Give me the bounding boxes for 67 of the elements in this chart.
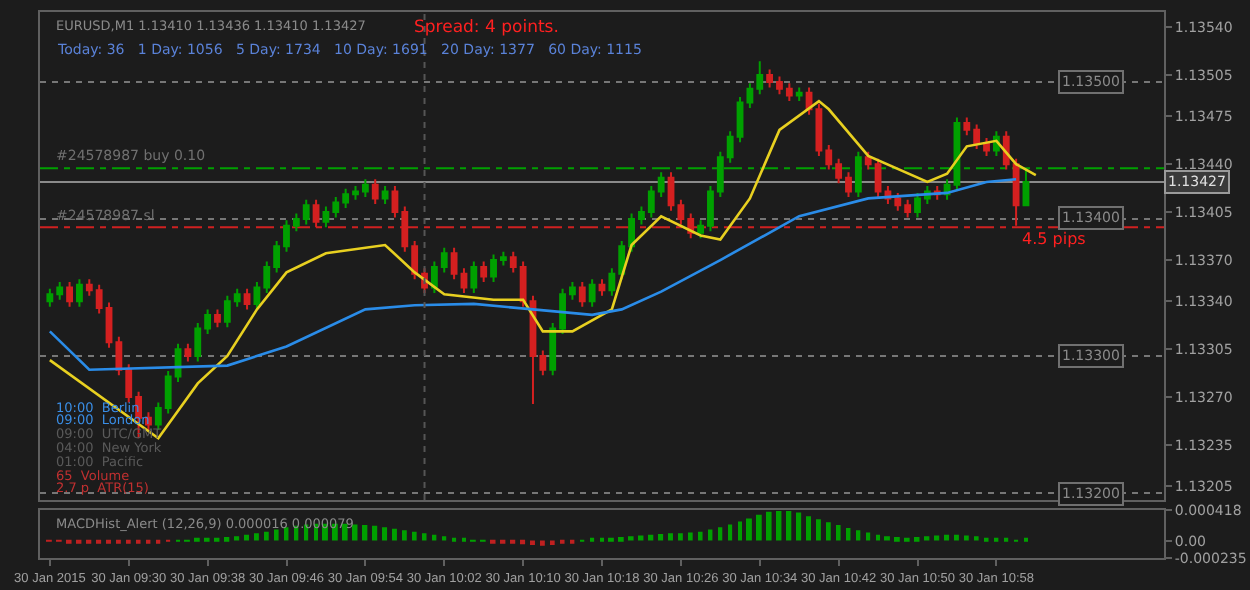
candlestick <box>983 137 990 157</box>
candlestick <box>795 86 803 103</box>
bar <box>876 534 881 541</box>
candlestick <box>66 281 73 308</box>
bar <box>698 531 703 541</box>
bar <box>856 530 861 541</box>
bar <box>224 536 230 542</box>
bar <box>816 519 821 541</box>
bar <box>392 528 397 541</box>
bar <box>746 518 752 541</box>
bar <box>362 525 368 541</box>
bar <box>668 533 673 541</box>
candlestick <box>578 281 586 308</box>
bar <box>402 530 407 541</box>
candlestick <box>588 278 596 308</box>
candlestick <box>243 287 251 311</box>
bar <box>776 511 782 541</box>
bar <box>964 535 969 541</box>
bar <box>422 533 427 541</box>
bar <box>836 525 841 541</box>
candlestick <box>381 185 389 205</box>
bar <box>756 514 762 541</box>
bar <box>244 534 250 541</box>
bar <box>894 536 900 542</box>
bar <box>372 525 378 541</box>
bar <box>934 535 940 541</box>
candlestick <box>470 260 478 294</box>
bar <box>866 532 871 541</box>
bar <box>530 540 535 546</box>
bar <box>786 511 792 541</box>
bar <box>658 533 664 541</box>
bar <box>678 533 683 541</box>
bar <box>638 535 644 541</box>
bar <box>826 522 831 541</box>
bar <box>618 536 624 542</box>
bar <box>796 512 802 541</box>
bar <box>944 534 950 541</box>
bar <box>728 524 733 541</box>
bar <box>718 527 723 541</box>
bar <box>806 516 812 541</box>
candlestick <box>371 178 379 205</box>
bar <box>738 521 742 541</box>
bar <box>954 534 959 541</box>
bar <box>412 531 417 541</box>
bar <box>766 511 772 541</box>
bar <box>688 532 693 541</box>
annotation: Spread: 4 points. <box>414 18 559 38</box>
bar <box>382 527 388 541</box>
line-series <box>48 177 1018 372</box>
bar <box>914 536 920 542</box>
candlestick <box>184 342 192 363</box>
bar <box>264 531 269 541</box>
bar <box>708 529 713 541</box>
candlestick <box>598 278 606 297</box>
bar <box>540 540 545 546</box>
bar <box>254 533 259 541</box>
bar <box>550 540 555 546</box>
bar <box>432 534 437 541</box>
candlestick <box>214 308 221 329</box>
bar <box>274 529 279 541</box>
bar <box>352 524 358 541</box>
candlestick <box>854 150 862 199</box>
candlestick <box>480 260 488 283</box>
bar <box>648 534 654 541</box>
candlestick <box>76 278 83 308</box>
annotation: 4.5 pips <box>1022 230 1086 248</box>
bar <box>846 528 851 541</box>
